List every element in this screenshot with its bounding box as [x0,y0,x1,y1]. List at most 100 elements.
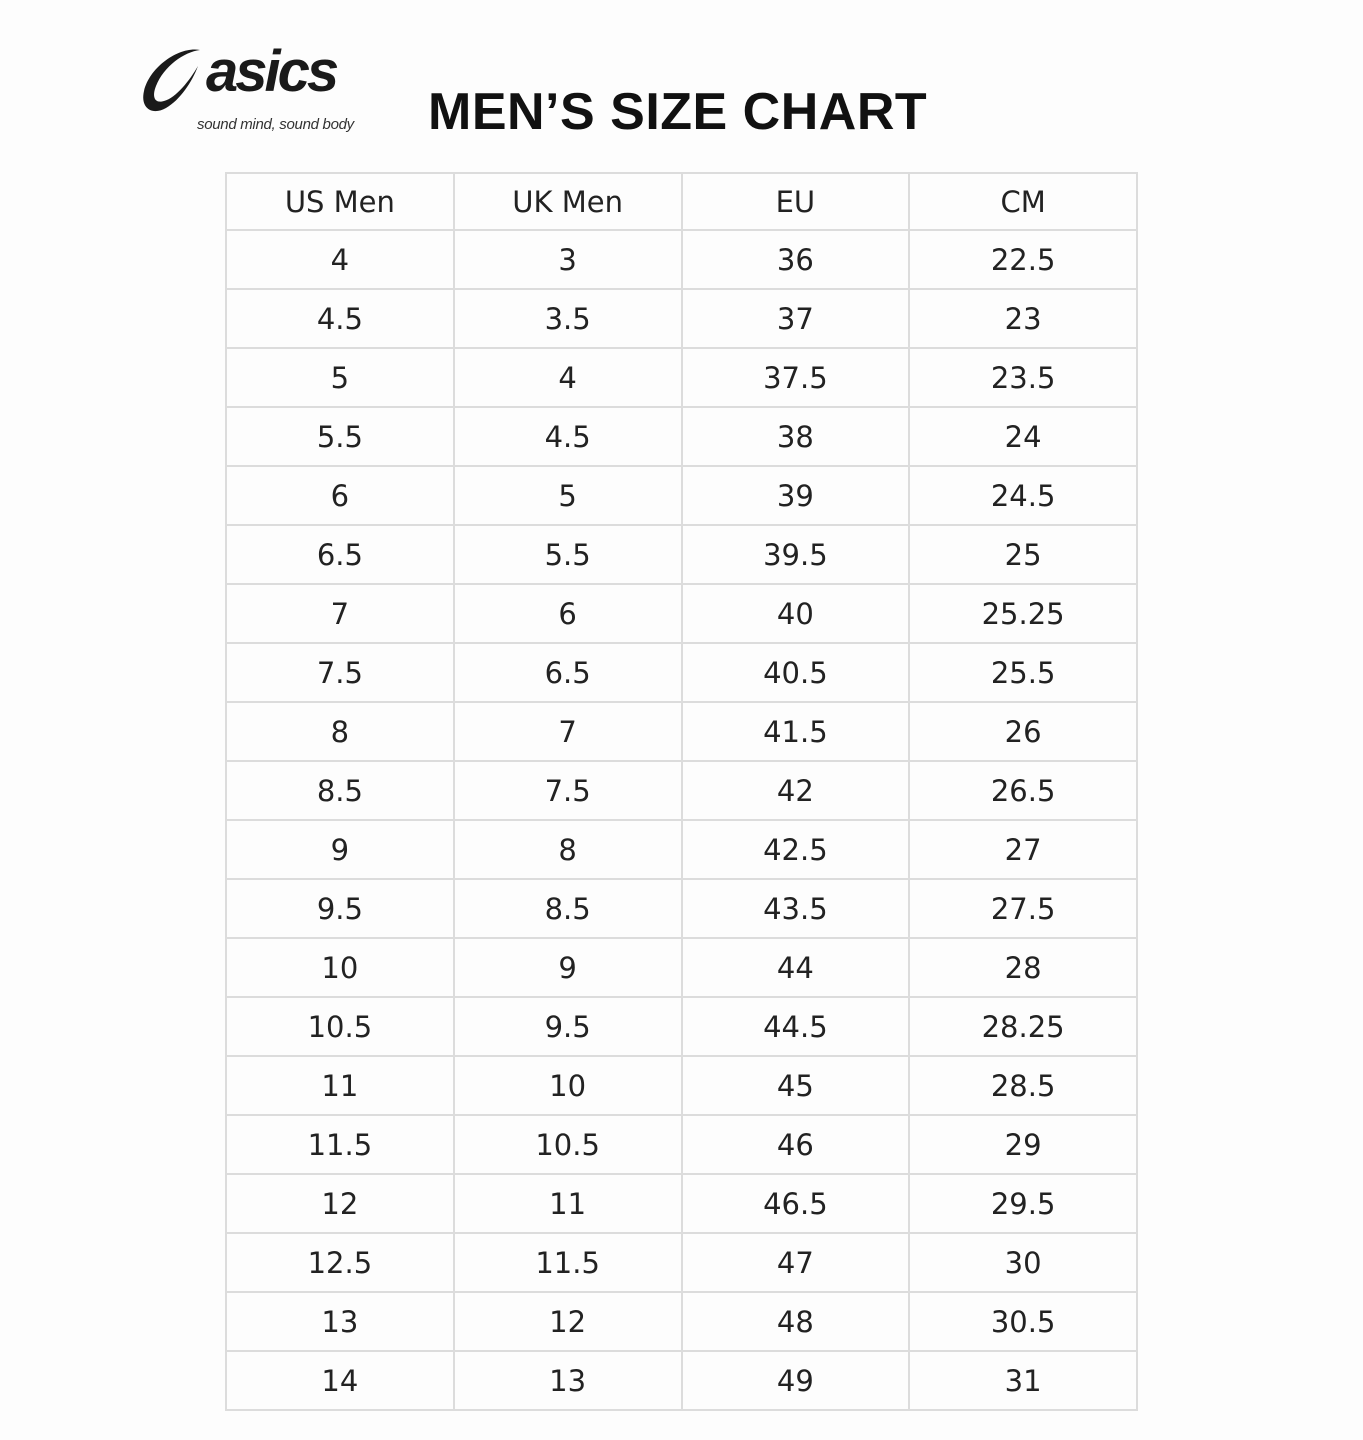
table-cell: 24 [908,406,1138,467]
table-cell: 47 [680,1232,911,1293]
table-cell: 13 [225,1291,455,1352]
table-cell: 44.5 [680,996,911,1057]
table-cell: 26.5 [908,760,1138,821]
table-cell: 5.5 [452,524,683,585]
table-cell: 37 [680,288,911,349]
table-cell: 6 [225,465,455,526]
column-header: EU [680,172,911,231]
table-cell: 4.5 [452,406,683,467]
table-row: 11.5 10.5 46 29 [225,1114,1138,1175]
brand-tagline: sound mind, sound body [197,116,354,133]
size-chart-table: US Men UK Men EU CM 4 3 36 22.5 4.5 3.5 37 23 5 4 37.… [225,172,1138,1411]
table-cell: 41.5 [680,701,911,762]
table-cell: 36 [680,229,911,290]
asics-logo: asics sound mind, sound body [140,39,380,139]
table-cell: 40.5 [680,642,911,703]
table-row: 5 4 37.5 23.5 [225,347,1138,408]
table-row: 4.5 3.5 37 23 [225,288,1138,349]
table-row: 8 7 41.5 26 [225,701,1138,762]
table-row: 14 13 49 31 [225,1350,1138,1411]
table-row: 7.5 6.5 40.5 25.5 [225,642,1138,703]
table-cell: 12 [452,1291,683,1352]
table-header-row: US Men UK Men EU CM [225,172,1138,231]
table-cell: 10.5 [225,996,455,1057]
table-cell: 7.5 [452,760,683,821]
table-cell: 10 [225,937,455,998]
table-cell: 13 [452,1350,683,1411]
table-cell: 9 [452,937,683,998]
table-cell: 5 [452,465,683,526]
table-cell: 11.5 [225,1114,455,1175]
table-cell: 7 [225,583,455,644]
table-cell: 8 [225,701,455,762]
table-cell: 7 [452,701,683,762]
table-row: 12 11 46.5 29.5 [225,1173,1138,1234]
table-cell: 3.5 [452,288,683,349]
table-cell: 4.5 [225,288,455,349]
table-cell: 5 [225,347,455,408]
table-cell: 49 [680,1350,911,1411]
table-cell: 37.5 [680,347,911,408]
table-cell: 9.5 [225,878,455,939]
table-cell: 30 [908,1232,1138,1293]
column-header: US Men [225,172,455,231]
asics-stripe-icon [143,49,200,112]
table-cell: 46.5 [680,1173,911,1234]
table-row: 9 8 42.5 27 [225,819,1138,880]
table-cell: 6 [452,583,683,644]
table-cell: 22.5 [908,229,1138,290]
table-cell: 5.5 [225,406,455,467]
table-cell: 25.25 [908,583,1138,644]
table-cell: 9 [225,819,455,880]
table-cell: 25.5 [908,642,1138,703]
table-cell: 45 [680,1055,911,1116]
table-cell: 42.5 [680,819,911,880]
table-cell: 6.5 [225,524,455,585]
table-cell: 11.5 [452,1232,683,1293]
table-cell: 30.5 [908,1291,1138,1352]
table-cell: 23 [908,288,1138,349]
table-cell: 10.5 [452,1114,683,1175]
table-cell: 4 [225,229,455,290]
table-cell: 8.5 [452,878,683,939]
table-row: 10.5 9.5 44.5 28.25 [225,996,1138,1057]
table-cell: 26 [908,701,1138,762]
table-cell: 11 [225,1055,455,1116]
table-cell: 12 [225,1173,455,1234]
page-title: MEN’S SIZE CHART [428,83,928,141]
table-row: 13 12 48 30.5 [225,1291,1138,1352]
table-cell: 31 [908,1350,1138,1411]
table-cell: 28.5 [908,1055,1138,1116]
table-cell: 11 [452,1173,683,1234]
table-row: 11 10 45 28.5 [225,1055,1138,1116]
table-cell: 38 [680,406,911,467]
table-cell: 27.5 [908,878,1138,939]
table-cell: 4 [452,347,683,408]
table-cell: 40 [680,583,911,644]
table-cell: 28 [908,937,1138,998]
table-cell: 28.25 [908,996,1138,1057]
table-cell: 12.5 [225,1232,455,1293]
table-cell: 48 [680,1291,911,1352]
table-cell: 7.5 [225,642,455,703]
table-cell: 14 [225,1350,455,1411]
table-cell: 39 [680,465,911,526]
table-cell: 9.5 [452,996,683,1057]
table-row: 6 5 39 24.5 [225,465,1138,526]
table-row: 5.5 4.5 38 24 [225,406,1138,467]
table-row: 9.5 8.5 43.5 27.5 [225,878,1138,939]
table-cell: 8 [452,819,683,880]
table-cell: 43.5 [680,878,911,939]
table-row: 4 3 36 22.5 [225,229,1138,290]
column-header: CM [908,172,1138,231]
table-cell: 25 [908,524,1138,585]
table-row: 6.5 5.5 39.5 25 [225,524,1138,585]
table-row: 10 9 44 28 [225,937,1138,998]
table-cell: 46 [680,1114,911,1175]
table-cell: 44 [680,937,911,998]
table-cell: 39.5 [680,524,911,585]
column-header: UK Men [452,172,683,231]
table-row: 7 6 40 25.25 [225,583,1138,644]
table-cell: 29 [908,1114,1138,1175]
table-cell: 10 [452,1055,683,1116]
